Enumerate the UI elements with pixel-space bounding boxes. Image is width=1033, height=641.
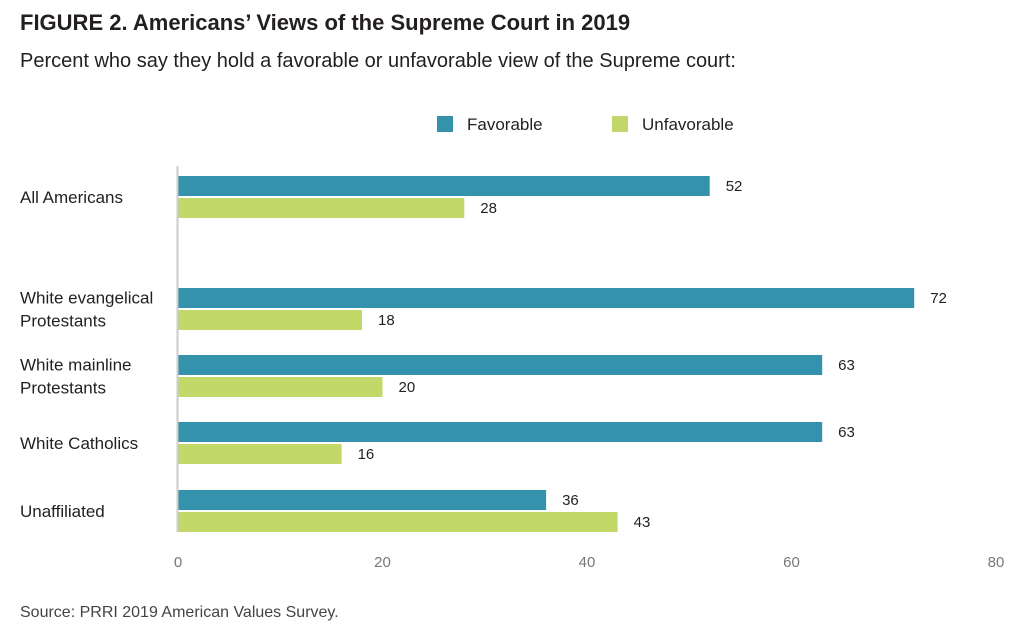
category-labels: All Americans White evangelical Protestant… — [20, 188, 153, 521]
chart-title: FIGURE 2. Americans’ Views of the Suprem… — [20, 10, 631, 35]
source-note: Source: PRRI 2019 American Values Survey… — [20, 604, 339, 621]
bar-unfavorable — [178, 444, 342, 464]
legend: Favorable Unfavorable — [437, 115, 734, 134]
category-label: All Americans — [20, 188, 123, 207]
bar-favorable — [178, 176, 710, 196]
category-label: White Catholics — [20, 434, 138, 453]
legend-label-unfavorable: Unfavorable — [642, 115, 734, 134]
x-tick-label: 60 — [783, 554, 800, 571]
category-label: White evangelical Protestants — [20, 289, 153, 331]
x-tick-label: 20 — [374, 554, 391, 571]
bar-unfavorable — [178, 512, 618, 532]
bar-unfavorable — [178, 310, 363, 330]
category-label: White mainline Protestants — [20, 356, 132, 398]
data-label-unfavorable: 16 — [358, 446, 375, 463]
x-tick-label: 0 — [174, 554, 182, 571]
category-label: Unaffiliated — [20, 502, 105, 521]
data-label-unfavorable: 20 — [399, 379, 416, 396]
bar-favorable — [178, 490, 547, 510]
data-label-favorable: 63 — [838, 424, 855, 441]
bar-favorable — [178, 288, 915, 308]
x-tick-label: 80 — [988, 554, 1005, 571]
bar-favorable — [178, 355, 823, 375]
data-label-unfavorable: 28 — [480, 200, 497, 217]
data-label-favorable: 63 — [838, 357, 855, 374]
data-label-favorable: 52 — [726, 178, 743, 195]
legend-swatch-favorable — [437, 116, 453, 132]
data-label-favorable: 72 — [930, 290, 947, 307]
chart-subtitle: Percent who say they hold a favorable or… — [20, 50, 736, 72]
data-label-unfavorable: 18 — [378, 312, 395, 329]
x-tick-label: 40 — [579, 554, 596, 571]
data-label-unfavorable: 43 — [634, 514, 651, 531]
x-axis: 0 20 40 60 80 — [174, 166, 1005, 571]
data-label-favorable: 36 — [562, 492, 579, 509]
bar-unfavorable — [178, 198, 465, 218]
bar-favorable — [178, 422, 823, 442]
legend-label-favorable: Favorable — [467, 115, 543, 134]
legend-swatch-unfavorable — [612, 116, 628, 132]
bar-unfavorable — [178, 377, 383, 397]
bars: 52 72 63 63 36 28 18 20 16 43 — [178, 176, 947, 532]
